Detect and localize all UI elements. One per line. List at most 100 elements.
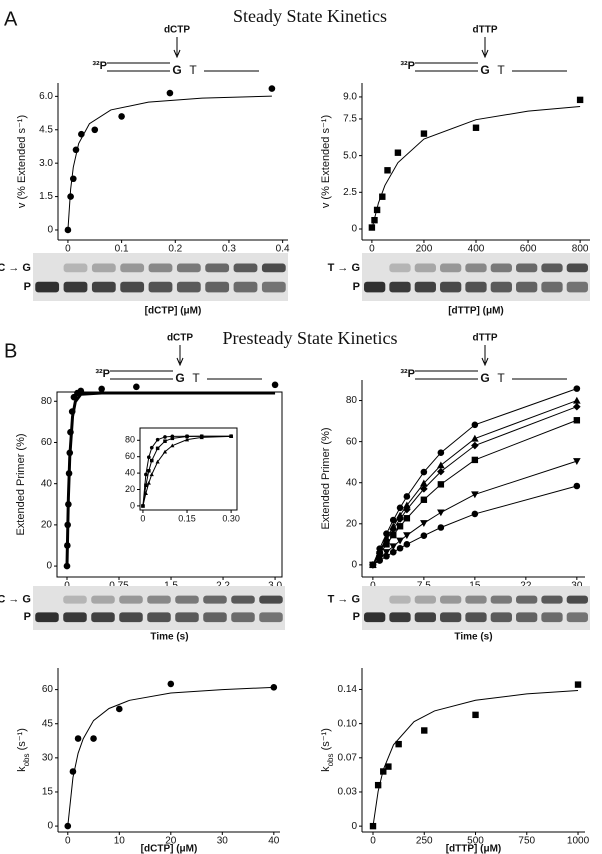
gel-band-primer [91, 612, 115, 623]
gel-label: P [24, 611, 31, 623]
y-tick-label: 4.5 [39, 124, 53, 135]
y-tick-label: 20 [41, 520, 53, 531]
y-tick-label: 80 [346, 395, 358, 406]
gel-band-product [148, 263, 173, 273]
y-axis-label-part: (s⁻¹) [320, 728, 332, 753]
fit-line [142, 435, 232, 506]
marker [420, 532, 428, 540]
x-tick-label: 0.30 [222, 513, 240, 523]
gel-band-product [541, 595, 563, 604]
arrow-head [481, 49, 489, 59]
primer-label: ³²P [92, 60, 107, 72]
gel-band-product [490, 263, 512, 273]
gel-band-product [231, 595, 255, 604]
marker [271, 381, 279, 389]
gel-band-product [176, 263, 201, 273]
y-tick-label: 40 [41, 478, 53, 489]
marker [420, 468, 428, 476]
gel-band-primer [176, 281, 201, 293]
x-tick-label: 0.4 [276, 244, 290, 255]
gel-band-product [566, 263, 588, 273]
marker [115, 705, 123, 713]
marker [376, 557, 383, 564]
marker [471, 491, 479, 499]
x-tick-label: 500 [467, 836, 484, 847]
marker [396, 523, 404, 530]
gel-band-product [63, 263, 88, 273]
gel-band-primer [465, 612, 487, 623]
template-base: G [480, 371, 489, 385]
marker [184, 437, 190, 442]
marker [144, 483, 148, 488]
gel-band-primer [91, 281, 116, 293]
y-tick-label: 80 [41, 396, 53, 407]
x-tick-label: 750 [518, 836, 535, 847]
y-tick-label: 0 [351, 224, 357, 235]
gel-label: T → G [328, 262, 360, 274]
marker [229, 434, 234, 439]
marker [437, 467, 445, 476]
y-axis-label: kobs (s⁻¹) [16, 728, 31, 772]
gel-band-primer [119, 612, 143, 623]
gel-band-primer [35, 612, 59, 623]
gel-band-product [233, 263, 258, 273]
y-tick-label: 0 [46, 561, 52, 572]
template-base: G [172, 63, 181, 77]
arrow-head [481, 357, 489, 367]
y-axis-label-part: (s⁻¹) [16, 728, 28, 753]
marker [420, 485, 428, 493]
gel-band-primer [203, 612, 227, 623]
marker [385, 763, 392, 770]
fit-line [142, 435, 232, 507]
marker [389, 516, 397, 524]
marker [383, 541, 390, 548]
marker [573, 385, 581, 392]
arrow-head [173, 49, 181, 59]
gel-band-product [63, 595, 87, 604]
marker [471, 456, 479, 464]
gel-band-primer [490, 612, 512, 623]
y-tick-label: 7.5 [343, 114, 357, 125]
fit-line [67, 686, 274, 827]
gel-band-primer [147, 612, 171, 623]
gel-band-primer [205, 281, 230, 293]
gel-label: P [353, 611, 360, 623]
gel-band-product [91, 263, 116, 273]
marker [403, 532, 411, 540]
gel-band-product [147, 595, 171, 604]
gel-band-product [389, 595, 411, 604]
x-axis-label: [dTTP] (μM) [448, 306, 504, 317]
x-axis-label: Time (s) [454, 632, 492, 643]
gel-band-primer [63, 281, 88, 293]
y-tick-label: 0 [47, 821, 53, 832]
marker [420, 130, 428, 137]
gel-band-primer [414, 281, 436, 293]
gel-band-primer [364, 612, 386, 623]
fit-line [372, 400, 578, 566]
marker [396, 504, 404, 512]
nucleotide-label: dCTP [167, 333, 193, 344]
marker [147, 455, 151, 460]
gel-band-product [440, 263, 462, 273]
y-tick-label: 1.5 [39, 191, 53, 202]
gel-band-primer [516, 281, 538, 293]
next-base: T [189, 63, 197, 77]
gel-band-primer [440, 281, 462, 293]
gel-band-product [261, 263, 286, 273]
y-axis-label-part: v (% Extended s⁻¹) [320, 115, 332, 208]
gel-band-primer [175, 612, 199, 623]
marker [576, 96, 584, 104]
gel-band-product [203, 595, 227, 604]
primer-label: ³²P [400, 368, 415, 380]
marker [389, 543, 398, 551]
marker [155, 446, 160, 451]
y-tick-label: 0.07 [338, 752, 358, 763]
y-axis-label-part: k [320, 766, 332, 772]
marker [574, 681, 582, 688]
gel-band-product [465, 263, 487, 273]
gel-band-product [119, 595, 143, 604]
y-tick-label: 60 [125, 451, 135, 461]
marker [374, 781, 382, 789]
template-base: G [175, 371, 184, 385]
marker [199, 435, 204, 440]
